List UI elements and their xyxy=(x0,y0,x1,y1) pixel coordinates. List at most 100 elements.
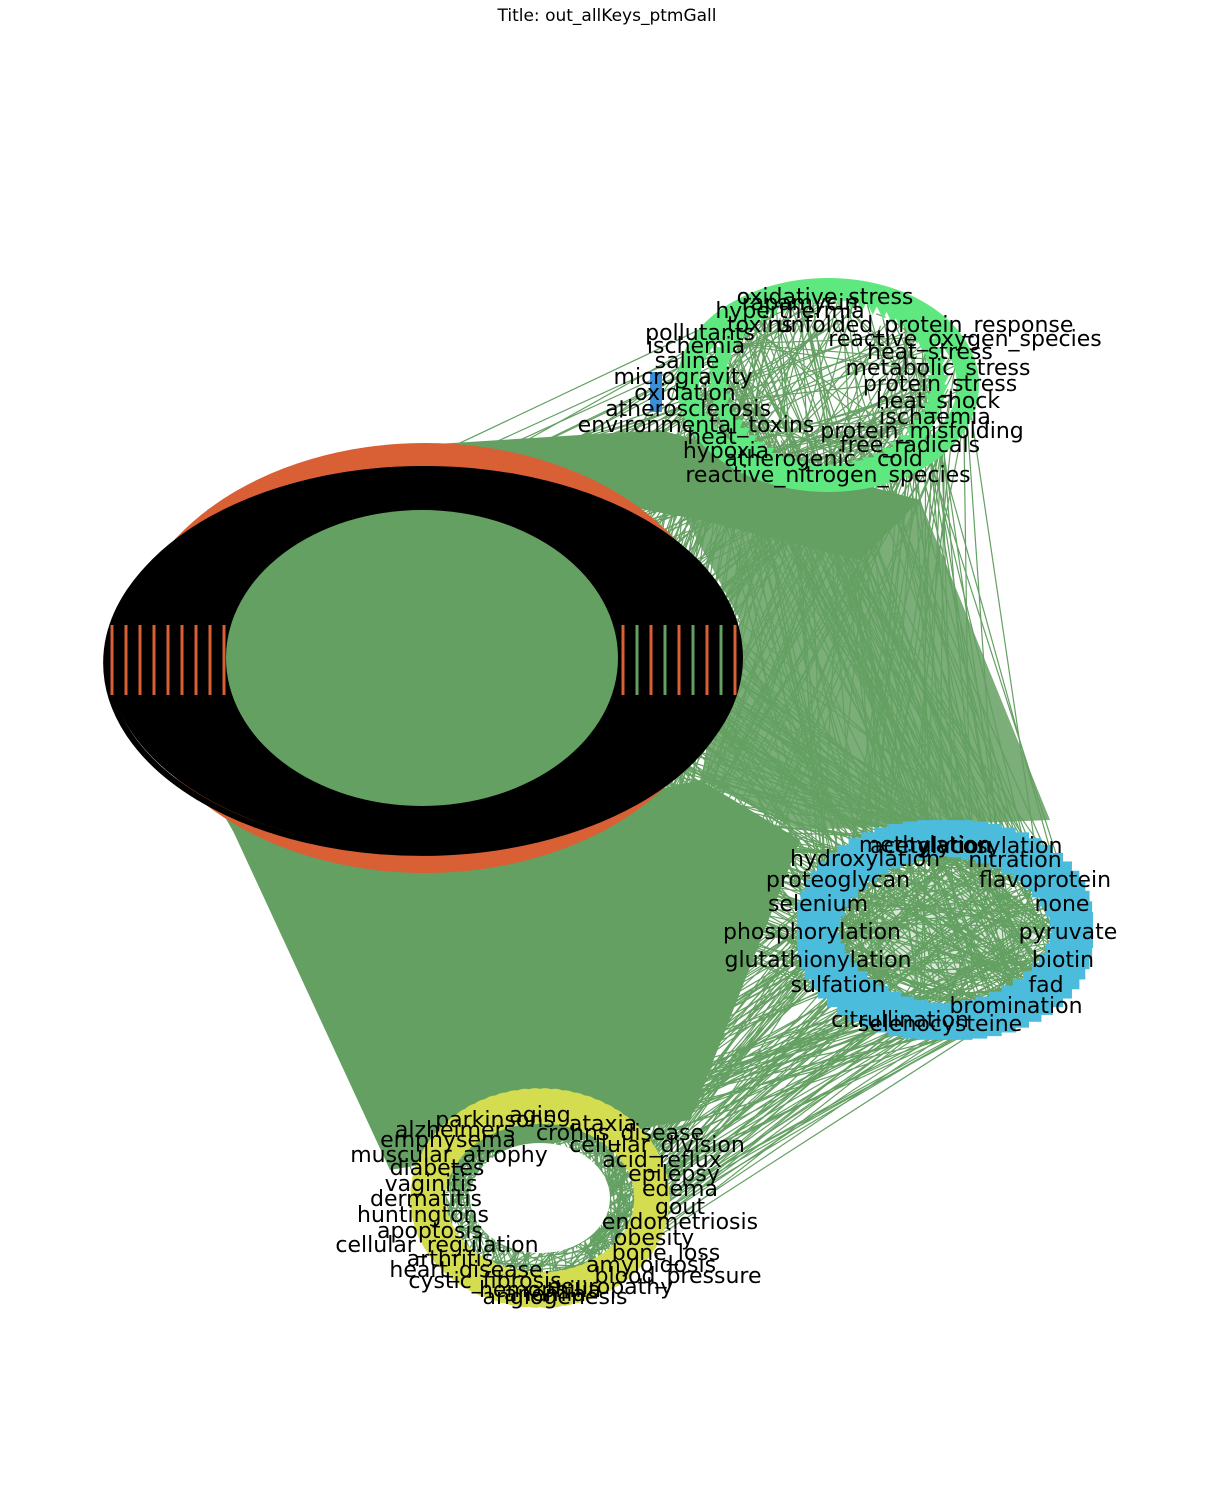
edge xyxy=(733,439,1016,980)
edge xyxy=(811,294,887,890)
edge xyxy=(715,306,819,384)
edge xyxy=(302,830,444,1199)
edge xyxy=(922,305,1023,1005)
stress-node xyxy=(926,365,949,388)
edge xyxy=(950,851,1025,983)
stress-node-label: hyperthermia xyxy=(715,299,864,324)
edge xyxy=(515,1125,586,1134)
modification-node-label: none xyxy=(1035,892,1090,917)
edge xyxy=(250,803,564,1124)
stress-node-label: rapamycin xyxy=(742,291,859,316)
stress-node-label: unfolded_protein_response xyxy=(777,313,1074,338)
chart-title: Title: out_allKeys_ptmGall xyxy=(497,6,717,26)
edge xyxy=(452,941,1064,1179)
edge xyxy=(866,876,1020,986)
edge xyxy=(871,388,952,890)
edge xyxy=(728,421,926,426)
modification-node-label: pyruvate xyxy=(1019,920,1118,945)
disease-node xyxy=(633,1171,670,1208)
edge xyxy=(841,942,923,1008)
edge xyxy=(732,337,919,345)
edge xyxy=(453,1175,486,1258)
edge xyxy=(841,893,1039,917)
stress-node-label: reactive_oxygen_species xyxy=(828,327,1101,352)
edge xyxy=(642,880,998,1169)
edge xyxy=(870,452,1070,904)
edge xyxy=(647,396,934,1192)
edge xyxy=(726,419,875,458)
edge xyxy=(451,1139,484,1182)
edge xyxy=(493,416,939,1116)
edge xyxy=(453,1122,552,1178)
disease-node-label: cellular_regulation xyxy=(335,1233,538,1258)
disease-node-label: huntingtons xyxy=(357,1203,489,1228)
stress-cluster-ring xyxy=(677,278,979,492)
edge xyxy=(461,940,1033,1183)
edge xyxy=(914,366,1022,1003)
edge xyxy=(805,486,943,859)
edge xyxy=(856,927,1051,974)
modification-node-label: fad xyxy=(1028,973,1063,998)
stress-node-label: heat xyxy=(687,425,737,450)
edge xyxy=(845,859,995,905)
edge xyxy=(513,1125,614,1155)
stress-node-label: oxidation xyxy=(634,381,736,406)
edge xyxy=(791,285,982,862)
edge xyxy=(751,383,941,444)
edge xyxy=(614,888,830,1173)
stress-node-label: atherogenic xyxy=(724,447,855,472)
edge xyxy=(721,416,987,856)
edge xyxy=(844,874,1021,909)
edge xyxy=(969,403,1043,892)
edge xyxy=(867,450,1042,885)
edge xyxy=(715,418,1047,984)
edge xyxy=(840,908,1047,927)
disease-node-label: epilepsy xyxy=(628,1162,720,1187)
stress-node-label: environmental_toxins xyxy=(578,413,815,438)
ptm-cluster-interior xyxy=(226,510,618,806)
edge xyxy=(855,888,1040,966)
modification-node-label: acetylation xyxy=(870,834,993,859)
edge xyxy=(546,418,906,1133)
edge xyxy=(839,922,855,970)
stress-node-label: protein_stress xyxy=(863,372,1017,397)
disease-node-label: angiogenesis xyxy=(483,1285,628,1310)
edge xyxy=(899,860,996,1002)
edge xyxy=(584,1132,622,1167)
edge xyxy=(735,429,893,450)
edge xyxy=(472,448,932,1179)
edge xyxy=(847,900,1050,927)
modification-node-label: glycosylation xyxy=(918,834,1063,859)
edge xyxy=(718,377,941,403)
edge xyxy=(849,961,1041,964)
edge xyxy=(839,933,948,1010)
edge xyxy=(606,1025,992,1125)
stress-node xyxy=(707,365,730,388)
stress-node xyxy=(709,393,732,416)
edge xyxy=(574,1128,615,1156)
edge xyxy=(495,1262,579,1267)
edge xyxy=(958,851,1051,929)
stress-node-label: protein_misfolding xyxy=(820,419,1024,444)
edge xyxy=(800,295,935,839)
edge xyxy=(962,360,1007,980)
edge xyxy=(454,1162,461,1224)
disease-node-label: anemia xyxy=(504,1282,586,1307)
stress-node-label: pollutants xyxy=(645,321,755,346)
modification-node-label: methylation xyxy=(859,833,991,858)
edge xyxy=(976,947,1048,1006)
modification-node-label: selenium xyxy=(768,892,868,917)
disease-node-label: parkinsons xyxy=(435,1108,555,1133)
disease-node-label: alzheimers xyxy=(395,1118,515,1143)
modification-node xyxy=(1052,901,1093,938)
stress-node-label: microgravity xyxy=(614,365,753,390)
modification-node-label: glutathionylation xyxy=(725,948,912,973)
edge xyxy=(577,972,858,1113)
edge xyxy=(925,852,980,1005)
disease-node-label: ataxia xyxy=(569,1112,637,1137)
edge xyxy=(450,1143,479,1212)
disease-node-label: gout xyxy=(655,1195,705,1220)
edge xyxy=(628,388,731,1207)
